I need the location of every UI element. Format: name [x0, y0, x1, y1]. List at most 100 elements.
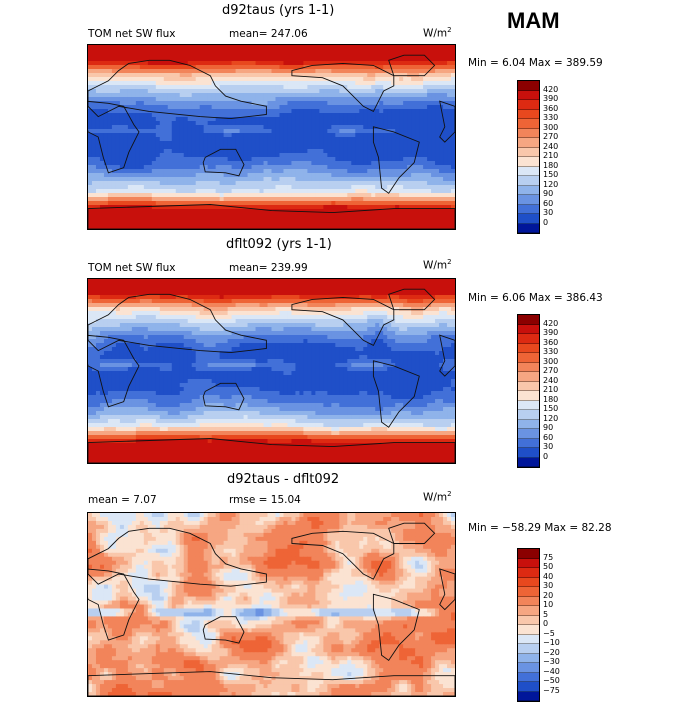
map-cell [240, 57, 245, 62]
map-cell [379, 101, 384, 106]
map-cell [427, 287, 432, 292]
map-cell [108, 153, 113, 158]
map-cell [152, 69, 157, 74]
map-cell [423, 185, 428, 190]
map-cell [315, 93, 320, 98]
map-cell [220, 303, 225, 308]
map-cell [240, 109, 245, 114]
map-cell [92, 181, 97, 186]
map-cell [112, 181, 117, 186]
map-cell [224, 65, 229, 70]
map-cell [311, 157, 316, 162]
map-cell [152, 129, 157, 134]
map-cell [184, 307, 189, 312]
map-cell [319, 69, 324, 74]
map-cell [415, 177, 420, 182]
map-cell [335, 161, 340, 166]
map-cell [323, 213, 328, 218]
map-cell [104, 193, 109, 198]
map-cell [152, 279, 157, 284]
map-cell [104, 213, 109, 218]
map-cell [363, 181, 368, 186]
map-cell [228, 283, 233, 288]
map-cell [96, 217, 101, 222]
map-cell [339, 45, 344, 50]
map-cell [383, 283, 388, 288]
map-cell [124, 287, 129, 292]
map-cell [335, 189, 340, 194]
map-cell [248, 141, 253, 146]
map-cell [439, 93, 444, 98]
map-cell [451, 81, 455, 86]
map-cell [236, 169, 241, 174]
map-cell [264, 165, 269, 170]
map-cell [419, 117, 424, 122]
map-cell [407, 85, 412, 90]
map-cell [307, 61, 312, 66]
map-cell [176, 177, 181, 182]
map-cell [160, 161, 165, 166]
map-cell [319, 101, 324, 106]
map-cell [323, 69, 328, 74]
map-cell [315, 117, 320, 122]
map-cell [407, 109, 412, 114]
map-cell [104, 185, 109, 190]
map-cell [256, 97, 261, 102]
map-cell [319, 45, 324, 50]
map-cell [216, 307, 221, 312]
map-cell [228, 137, 233, 142]
map-cell [108, 85, 113, 90]
map-cell [355, 221, 360, 226]
map-cell [236, 213, 241, 218]
map-cell [427, 169, 432, 174]
map-cell [331, 287, 336, 292]
map-cell [431, 161, 436, 166]
map-cell [220, 69, 225, 74]
map-cell [224, 45, 229, 50]
map-cell [279, 49, 284, 54]
map-cell [240, 65, 245, 70]
map-cell [264, 291, 269, 296]
map-cell [295, 49, 300, 54]
map-cell [415, 69, 420, 74]
map-cell [319, 287, 324, 292]
map-cell [287, 169, 292, 174]
map-cell [435, 141, 440, 146]
map-cell [319, 97, 324, 102]
map-cell [335, 93, 340, 98]
map-cell [323, 307, 328, 312]
map-cell [327, 201, 332, 206]
map-cell [311, 97, 316, 102]
map-cell [343, 65, 348, 70]
map-cell [88, 283, 93, 288]
map-cell [435, 291, 440, 296]
map-cell [204, 109, 209, 114]
map-cell [343, 137, 348, 142]
map-cell [279, 177, 284, 182]
map-cell [256, 45, 261, 50]
map-cell [88, 193, 93, 198]
map-cell [248, 69, 253, 74]
map-cell [120, 181, 125, 186]
map-cell [415, 125, 420, 130]
map-cell [303, 165, 308, 170]
map-cell [343, 299, 348, 304]
map-cell [443, 169, 448, 174]
map-cell [244, 221, 249, 226]
map-cell [371, 81, 376, 86]
map-cell [216, 109, 221, 114]
map-cell [100, 45, 105, 50]
map-cell [379, 145, 384, 150]
map-cell [375, 113, 380, 118]
map-cell [224, 89, 229, 94]
map-cell [375, 217, 380, 222]
map-cell [375, 169, 380, 174]
map-cell [423, 217, 428, 222]
map-cell [192, 157, 197, 162]
map-cell [216, 77, 221, 82]
map-cell [383, 185, 388, 190]
map-cell [287, 221, 292, 226]
map-cell [136, 85, 141, 90]
map-cell [88, 157, 93, 162]
map-cell [371, 101, 376, 106]
